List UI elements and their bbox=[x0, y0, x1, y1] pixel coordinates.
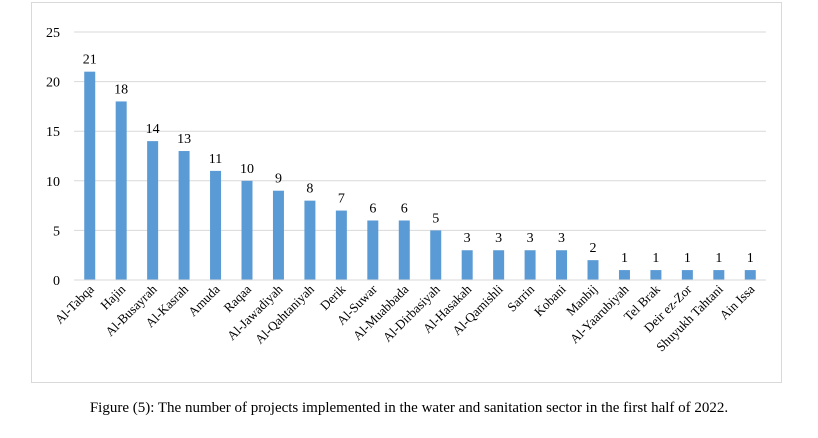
data-label: 3 bbox=[495, 231, 502, 246]
bar bbox=[556, 250, 568, 280]
bar bbox=[210, 170, 222, 280]
chart-area bbox=[31, 2, 782, 383]
bar bbox=[304, 200, 316, 280]
data-label: 1 bbox=[652, 251, 659, 266]
bar bbox=[367, 220, 379, 280]
bar bbox=[84, 71, 96, 281]
bar bbox=[398, 220, 410, 280]
bar bbox=[335, 210, 347, 280]
bar bbox=[650, 270, 662, 280]
bar bbox=[178, 151, 190, 280]
bar bbox=[115, 101, 127, 280]
data-label: 3 bbox=[558, 231, 565, 246]
data-label: 1 bbox=[684, 251, 691, 266]
bar bbox=[461, 250, 473, 280]
x-tick-label: Amuda bbox=[185, 281, 223, 319]
y-tick-label: 5 bbox=[53, 224, 60, 239]
bar bbox=[147, 141, 159, 280]
bar bbox=[744, 270, 756, 280]
data-label: 21 bbox=[83, 53, 97, 68]
y-tick-label: 10 bbox=[46, 175, 60, 190]
data-label: 6 bbox=[369, 201, 376, 216]
data-label: 1 bbox=[747, 251, 754, 266]
bar bbox=[241, 180, 253, 280]
x-tick-label: Ain Issa bbox=[716, 281, 757, 322]
data-label: 2 bbox=[590, 241, 597, 256]
bar bbox=[587, 260, 599, 280]
bar bbox=[272, 190, 284, 280]
bar bbox=[430, 230, 442, 280]
data-label: 1 bbox=[621, 251, 628, 266]
data-label: 13 bbox=[177, 132, 191, 147]
y-tick-label: 25 bbox=[46, 26, 60, 41]
bar bbox=[524, 250, 536, 280]
bar bbox=[681, 270, 693, 280]
data-label: 10 bbox=[240, 162, 254, 177]
data-label: 7 bbox=[338, 192, 345, 207]
y-tick-label: 15 bbox=[46, 125, 60, 140]
x-tick-label: Kobani bbox=[531, 281, 569, 319]
bar bbox=[493, 250, 505, 280]
figure-caption: Figure (5): The number of projects imple… bbox=[89, 400, 729, 416]
data-label: 3 bbox=[464, 231, 471, 246]
data-label: 1 bbox=[715, 251, 722, 266]
data-label: 8 bbox=[306, 182, 313, 197]
data-label: 6 bbox=[401, 201, 408, 216]
data-label: 11 bbox=[209, 152, 222, 167]
data-label: 9 bbox=[275, 172, 282, 187]
data-label: 14 bbox=[146, 122, 160, 137]
data-label: 18 bbox=[114, 82, 128, 97]
bar bbox=[713, 270, 725, 280]
data-label: 3 bbox=[527, 231, 534, 246]
y-tick-label: 0 bbox=[53, 274, 60, 289]
data-label: 5 bbox=[432, 211, 439, 226]
y-tick-label: 20 bbox=[46, 76, 60, 91]
bar bbox=[618, 270, 630, 280]
